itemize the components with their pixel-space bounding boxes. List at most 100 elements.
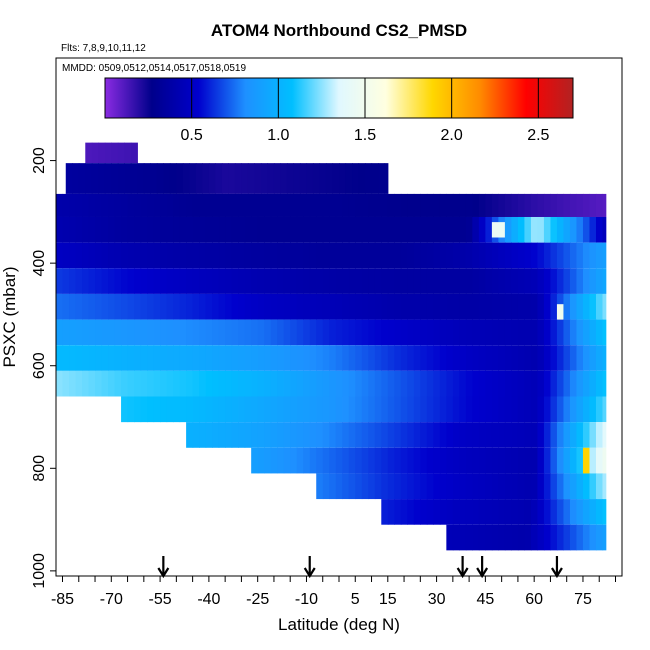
curtain-cell (576, 319, 584, 346)
curtain-cell (82, 345, 90, 371)
curtain-cell (231, 293, 239, 320)
curtain-cell (413, 293, 421, 320)
curtain-cell (312, 163, 321, 194)
curtain-cell (160, 242, 168, 269)
curtain-cell (400, 319, 408, 346)
curtain-cell (231, 242, 239, 269)
curtain-cell (517, 524, 526, 551)
curtain-cell (452, 396, 460, 423)
curtain-cell (576, 447, 584, 474)
curtain-cell (556, 193, 565, 217)
curtain-cell (504, 345, 513, 371)
curtain-cell (602, 268, 607, 294)
curtain-cell (342, 216, 350, 243)
curtain-cell (69, 293, 77, 320)
curtain-cell (238, 345, 246, 371)
curtain-cell (478, 422, 486, 448)
curtain-cell (111, 142, 119, 164)
curtain-cell (290, 345, 298, 371)
curtain-cell (147, 370, 155, 397)
curtain-cell (569, 268, 578, 294)
curtain-cell (283, 293, 291, 320)
curtain-cell (394, 293, 402, 320)
curtain-cell (270, 242, 278, 269)
curtain-cell (277, 193, 285, 217)
curtain-cell (491, 242, 499, 269)
curtain-cell (316, 293, 324, 320)
curtain-cell (225, 396, 233, 423)
curtain-cell (238, 293, 246, 320)
curtain-cell (569, 293, 578, 320)
curtain-cell (374, 193, 382, 217)
curtain-cell (563, 422, 571, 448)
curtain-cell (413, 193, 421, 217)
curtain-cell (124, 163, 132, 194)
curtain-cell (563, 473, 571, 500)
curtain-cell (504, 447, 513, 474)
curtain-cell (160, 293, 168, 320)
curtain-cell (563, 319, 571, 346)
curtain-cell (56, 216, 64, 243)
curtain-cell (95, 319, 103, 346)
curtain-cell (400, 447, 408, 474)
curtain-cell (176, 163, 184, 194)
curtain-cell (241, 163, 249, 194)
curtain-cell (498, 370, 506, 397)
curtain-cell (446, 193, 454, 217)
curtain-cell (478, 193, 486, 217)
curtain-cell (485, 345, 493, 371)
curtain-cell (108, 216, 116, 243)
curtain-cell (251, 396, 259, 423)
curtain-cell (569, 422, 578, 448)
x-tick-label: 75 (574, 591, 592, 608)
curtain-cell (303, 216, 311, 243)
curtain-cell (355, 447, 363, 474)
curtain-cell (296, 193, 304, 217)
curtain-cell (257, 193, 265, 217)
curtain-cell (478, 293, 486, 320)
curtain-cell (433, 447, 441, 474)
curtain-cell (459, 370, 467, 397)
curtain-cell (569, 345, 578, 371)
curtain-cell (95, 293, 103, 320)
curtain-cell (381, 447, 389, 474)
curtain-cell (108, 242, 116, 269)
curtain-cell (108, 319, 116, 346)
colorbar-tick-label: 0.5 (181, 127, 203, 144)
curtain-cell (121, 293, 129, 320)
curtain-cell (277, 242, 285, 269)
curtain-cell (316, 473, 324, 500)
curtain-cell (472, 524, 480, 551)
curtain-cell (88, 370, 96, 397)
curtain-cell (491, 524, 499, 551)
curtain-cell (517, 319, 526, 346)
curtain-cell (117, 142, 125, 164)
curtain-cell (407, 422, 415, 448)
curtain-cell (134, 370, 142, 397)
curtain-cell (426, 396, 434, 423)
curtain-cell (595, 499, 604, 525)
curtain-cell (394, 242, 402, 269)
curtain-cell (472, 396, 480, 423)
curtain-cell (394, 216, 402, 243)
curtain-cell (303, 242, 311, 269)
curtain-cell (296, 370, 304, 397)
curtain-cell (199, 216, 207, 243)
curtain-cell (504, 293, 513, 320)
curtain-cell (524, 293, 532, 320)
curtain-cell (361, 345, 369, 371)
curtain-cell (589, 193, 597, 217)
curtain-cell (348, 268, 356, 294)
curtain-cell (439, 293, 447, 320)
curtain-cell (192, 193, 200, 217)
curtain-cell (543, 422, 552, 448)
curtain-cell (498, 193, 506, 217)
curtain-cell (186, 268, 194, 294)
x-tick-label: -10 (295, 591, 318, 608)
curtain-cell (101, 268, 109, 294)
curtain-cell (602, 422, 607, 448)
curtain-cell (251, 293, 259, 320)
curtain-cell (511, 345, 519, 371)
curtain-cell (72, 163, 80, 194)
curtain-cell (433, 499, 441, 525)
